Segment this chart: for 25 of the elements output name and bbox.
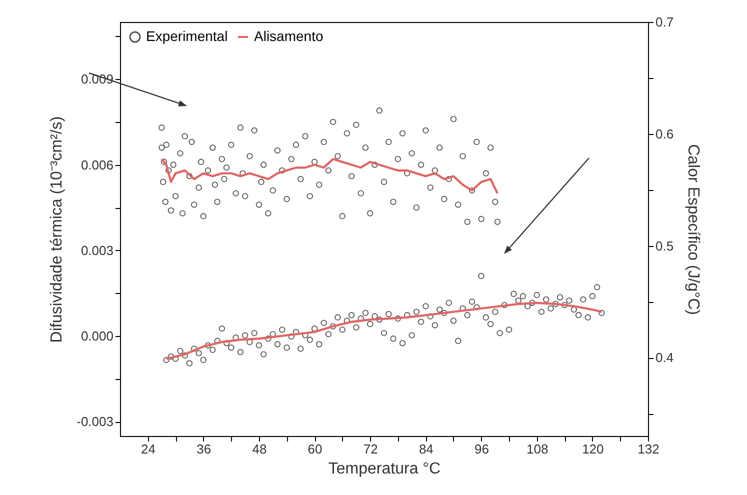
x-tick-label: 60 <box>308 442 322 456</box>
line-series <box>160 158 499 194</box>
y-tick-label: -0.003 <box>76 414 114 430</box>
line-series <box>165 302 603 360</box>
x-axis-title: Temperatura °C <box>328 460 441 478</box>
y-axis-title: Difusividade térmica (10⁻³cm²/s) <box>48 116 66 343</box>
y2-axis-title: Calor Específico (J/g°C) <box>684 144 702 315</box>
y-tick-label: 0.006 <box>80 157 114 172</box>
y2-tick-label: 0.5 <box>656 238 674 254</box>
y2-tick-label: 0.6 <box>656 126 674 142</box>
x-tick-label: 132 <box>638 442 660 456</box>
y-tick-label: 0.003 <box>80 242 114 258</box>
x-tick-label: 72 <box>363 442 378 456</box>
y2-tick-label: 0.4 <box>656 350 674 366</box>
x-tick-label: 24 <box>141 442 156 456</box>
legend-label: Experimental <box>146 28 228 44</box>
y-tick-label: 0.000 <box>80 328 114 344</box>
x-tick-label: 120 <box>582 442 604 456</box>
x-tick-label: 84 <box>418 442 434 456</box>
x-tick-label: 108 <box>526 442 548 456</box>
x-tick-label: 48 <box>252 442 267 456</box>
legend-label: Alisamento <box>254 28 324 44</box>
y2-tick-label: 0.7 <box>656 14 674 30</box>
x-tick-label: 36 <box>196 442 212 456</box>
x-tick-label: 96 <box>474 442 489 456</box>
